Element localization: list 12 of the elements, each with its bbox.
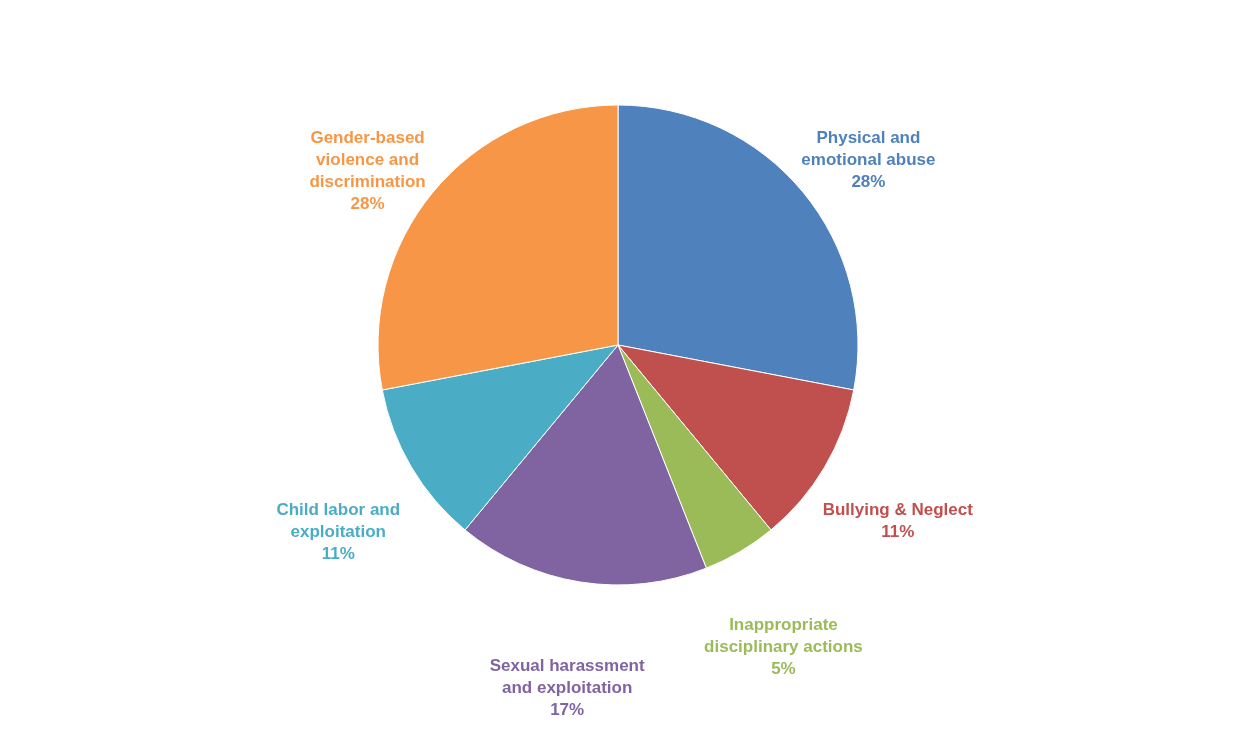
data-label: 28% bbox=[851, 171, 886, 191]
slice-label: Gender-based violence and discrimination bbox=[309, 127, 426, 191]
data-label: 11% bbox=[321, 544, 355, 564]
data-label: 28% bbox=[350, 193, 385, 213]
slice-label: Physical and emotional abuse bbox=[801, 127, 936, 169]
data-label: 5% bbox=[771, 658, 796, 678]
slice-label: Sexual harassment and exploitation bbox=[489, 656, 645, 697]
data-label: 17% bbox=[550, 700, 585, 719]
data-label: 11% bbox=[881, 522, 915, 542]
slice-label: Inappropriate disciplinary actions bbox=[704, 614, 863, 656]
slice-label: Child labor and exploitation bbox=[276, 500, 401, 542]
slice-label: Bullying & Neglect bbox=[822, 500, 974, 520]
